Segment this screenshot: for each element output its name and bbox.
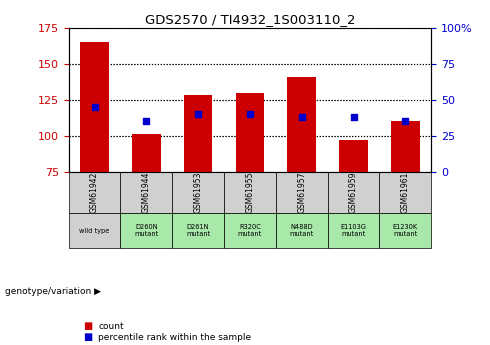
Text: R320C
mutant: R320C mutant [238,224,262,237]
Title: GDS2570 / TI4932_1S003110_2: GDS2570 / TI4932_1S003110_2 [145,13,355,27]
Bar [121,213,172,248]
Text: E1103G
mutant: E1103G mutant [341,224,367,237]
Text: genotype/variation ▶: genotype/variation ▶ [5,287,101,296]
Bar [80,42,109,172]
Text: count: count [98,322,123,331]
Text: percentile rank within the sample: percentile rank within the sample [98,333,251,342]
Point [349,115,357,120]
Point [246,111,254,117]
Bar [276,172,328,213]
Text: GSM61953: GSM61953 [194,172,202,214]
Text: GSM61961: GSM61961 [401,172,410,213]
Text: D260N
mutant: D260N mutant [134,224,158,237]
Text: GSM61942: GSM61942 [90,172,99,213]
Bar [132,135,161,172]
Bar [391,121,419,172]
Bar [339,140,368,172]
Bar [288,77,316,172]
Bar [236,92,264,172]
Bar [328,213,379,248]
Bar [121,172,172,213]
Bar [276,213,328,248]
Bar [69,213,121,248]
Text: E1230K
mutant: E1230K mutant [393,224,418,237]
Point [194,111,202,117]
Bar [328,172,379,213]
Text: ■: ■ [83,333,93,342]
Text: GSM61955: GSM61955 [245,172,254,214]
Point [91,104,98,110]
Point [143,119,150,124]
Bar [379,172,431,213]
Text: N488D
mutant: N488D mutant [290,224,314,237]
Bar [172,213,224,248]
Text: ■: ■ [83,321,93,331]
Bar [184,96,212,172]
Text: GSM61959: GSM61959 [349,172,358,214]
Text: GSM61957: GSM61957 [297,172,306,214]
Bar [69,172,121,213]
Bar [379,213,431,248]
Point [401,119,409,124]
Bar [224,213,276,248]
Point [298,115,306,120]
Text: wild type: wild type [79,228,110,234]
Bar [224,172,276,213]
Bar [172,172,224,213]
Text: D261N
mutant: D261N mutant [186,224,210,237]
Text: GSM61944: GSM61944 [142,172,151,214]
